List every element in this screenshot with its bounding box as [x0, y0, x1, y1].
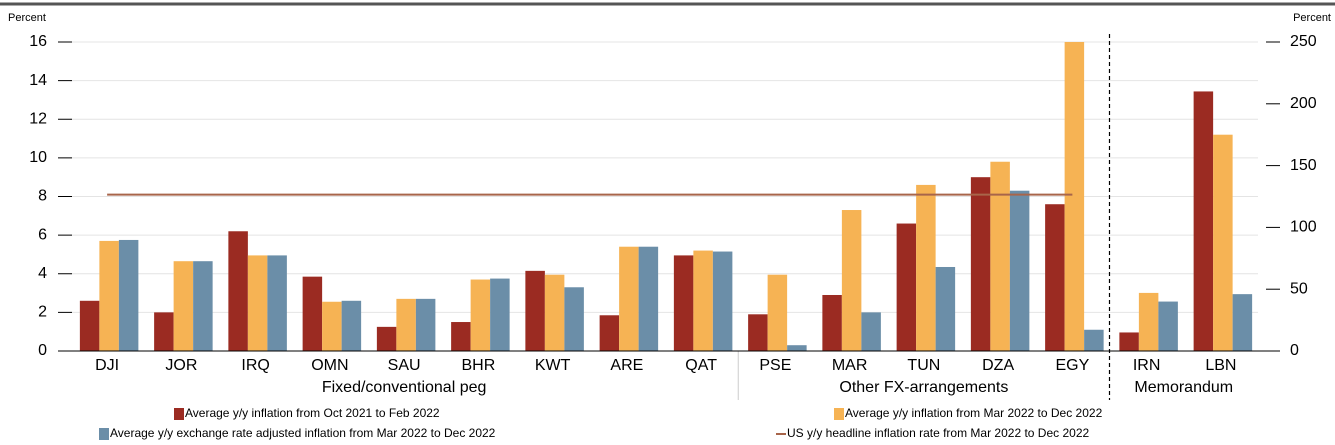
bar [693, 250, 713, 351]
bar [544, 274, 565, 351]
bar [247, 255, 268, 351]
y-tick-label: 14 [29, 72, 47, 89]
y-tick-label: 4 [38, 265, 47, 282]
bar [470, 279, 491, 351]
legend-swatch [174, 408, 184, 420]
x-tick-label: EGY [1055, 357, 1089, 374]
bar [322, 301, 342, 351]
bar [638, 246, 659, 351]
y2-tick-label: 0 [1290, 342, 1299, 359]
bar [1009, 190, 1030, 351]
legend-label: Average y/y exchange rate adjusted infla… [110, 426, 496, 440]
bar [564, 287, 584, 351]
bar [1193, 91, 1214, 351]
bar [154, 312, 174, 351]
bar [451, 322, 471, 351]
bar [748, 314, 768, 351]
bar [822, 294, 842, 351]
bar [228, 231, 248, 351]
x-tick-label: MAR [832, 357, 868, 374]
legend-label: Average y/y inflation from Oct 2021 to F… [185, 406, 440, 420]
y-tick-label: 10 [29, 149, 47, 166]
bar [525, 270, 545, 351]
y-tick-label: 2 [38, 304, 47, 321]
x-tick-label: PSE [759, 357, 791, 374]
bar [341, 300, 362, 351]
bar [376, 326, 397, 351]
bar [1119, 332, 1139, 351]
y-tick-label: 16 [29, 33, 47, 50]
x-tick-label: OMN [311, 357, 348, 374]
bar [916, 184, 936, 351]
x-tick-label: KWT [535, 357, 571, 374]
x-tick-label: IRN [1133, 357, 1161, 374]
y2-tick-label: 100 [1290, 219, 1317, 236]
bar [673, 255, 694, 351]
x-tick-label: DJI [95, 357, 119, 374]
group-label: Memorandum [1134, 379, 1233, 396]
bar [990, 161, 1010, 351]
bar [79, 300, 100, 351]
x-tick-label: JOR [165, 357, 197, 374]
bar [267, 255, 287, 351]
y-tick-label: 8 [38, 188, 47, 205]
bar [396, 298, 416, 351]
bar [193, 261, 213, 351]
bar [935, 266, 956, 351]
bar [841, 210, 862, 351]
bar [118, 239, 139, 351]
bar [490, 278, 510, 351]
bar [767, 274, 788, 351]
y-tick-label: 6 [38, 226, 47, 243]
x-tick-label: IRQ [241, 357, 269, 374]
x-tick-label: DZA [982, 357, 1014, 374]
bar [599, 315, 620, 351]
bar [173, 261, 194, 351]
bar [1064, 42, 1085, 351]
bar [302, 276, 323, 351]
bar [896, 223, 917, 351]
bar [415, 298, 436, 351]
y-axis-label: Percent [8, 12, 46, 24]
legend-label: US y/y headline inflation rate from Mar … [787, 426, 1089, 440]
y2-axis-label: Percent [1293, 12, 1331, 24]
bar [619, 246, 639, 351]
y-tick-label: 12 [29, 110, 47, 127]
y2-tick-label: 150 [1290, 157, 1317, 174]
x-tick-label: QAT [685, 357, 717, 374]
bar [99, 240, 119, 351]
legend-swatch [834, 408, 844, 420]
bar [787, 345, 807, 351]
bar [1084, 329, 1104, 351]
y2-tick-label: 200 [1290, 95, 1317, 112]
x-tick-label: ARE [610, 357, 643, 374]
bar [1045, 204, 1065, 351]
bar [970, 177, 991, 351]
bar [1213, 134, 1233, 351]
bar [1138, 292, 1159, 351]
y2-tick-label: 250 [1290, 33, 1317, 50]
y2-tick-label: 50 [1290, 280, 1308, 297]
x-tick-label: LBN [1205, 357, 1236, 374]
bar [712, 251, 733, 351]
x-tick-label: SAU [388, 357, 421, 374]
x-tick-label: BHR [461, 357, 495, 374]
group-label: Other FX-arrangements [839, 379, 1008, 396]
legend-label: Average y/y inflation from Mar 2022 to D… [845, 406, 1103, 420]
bar [1158, 301, 1178, 351]
bar [861, 312, 881, 351]
group-label: Fixed/conventional peg [322, 379, 487, 396]
bar [1232, 294, 1253, 351]
legend-swatch [99, 428, 109, 440]
y-tick-label: 0 [38, 342, 47, 359]
x-tick-label: TUN [907, 357, 940, 374]
